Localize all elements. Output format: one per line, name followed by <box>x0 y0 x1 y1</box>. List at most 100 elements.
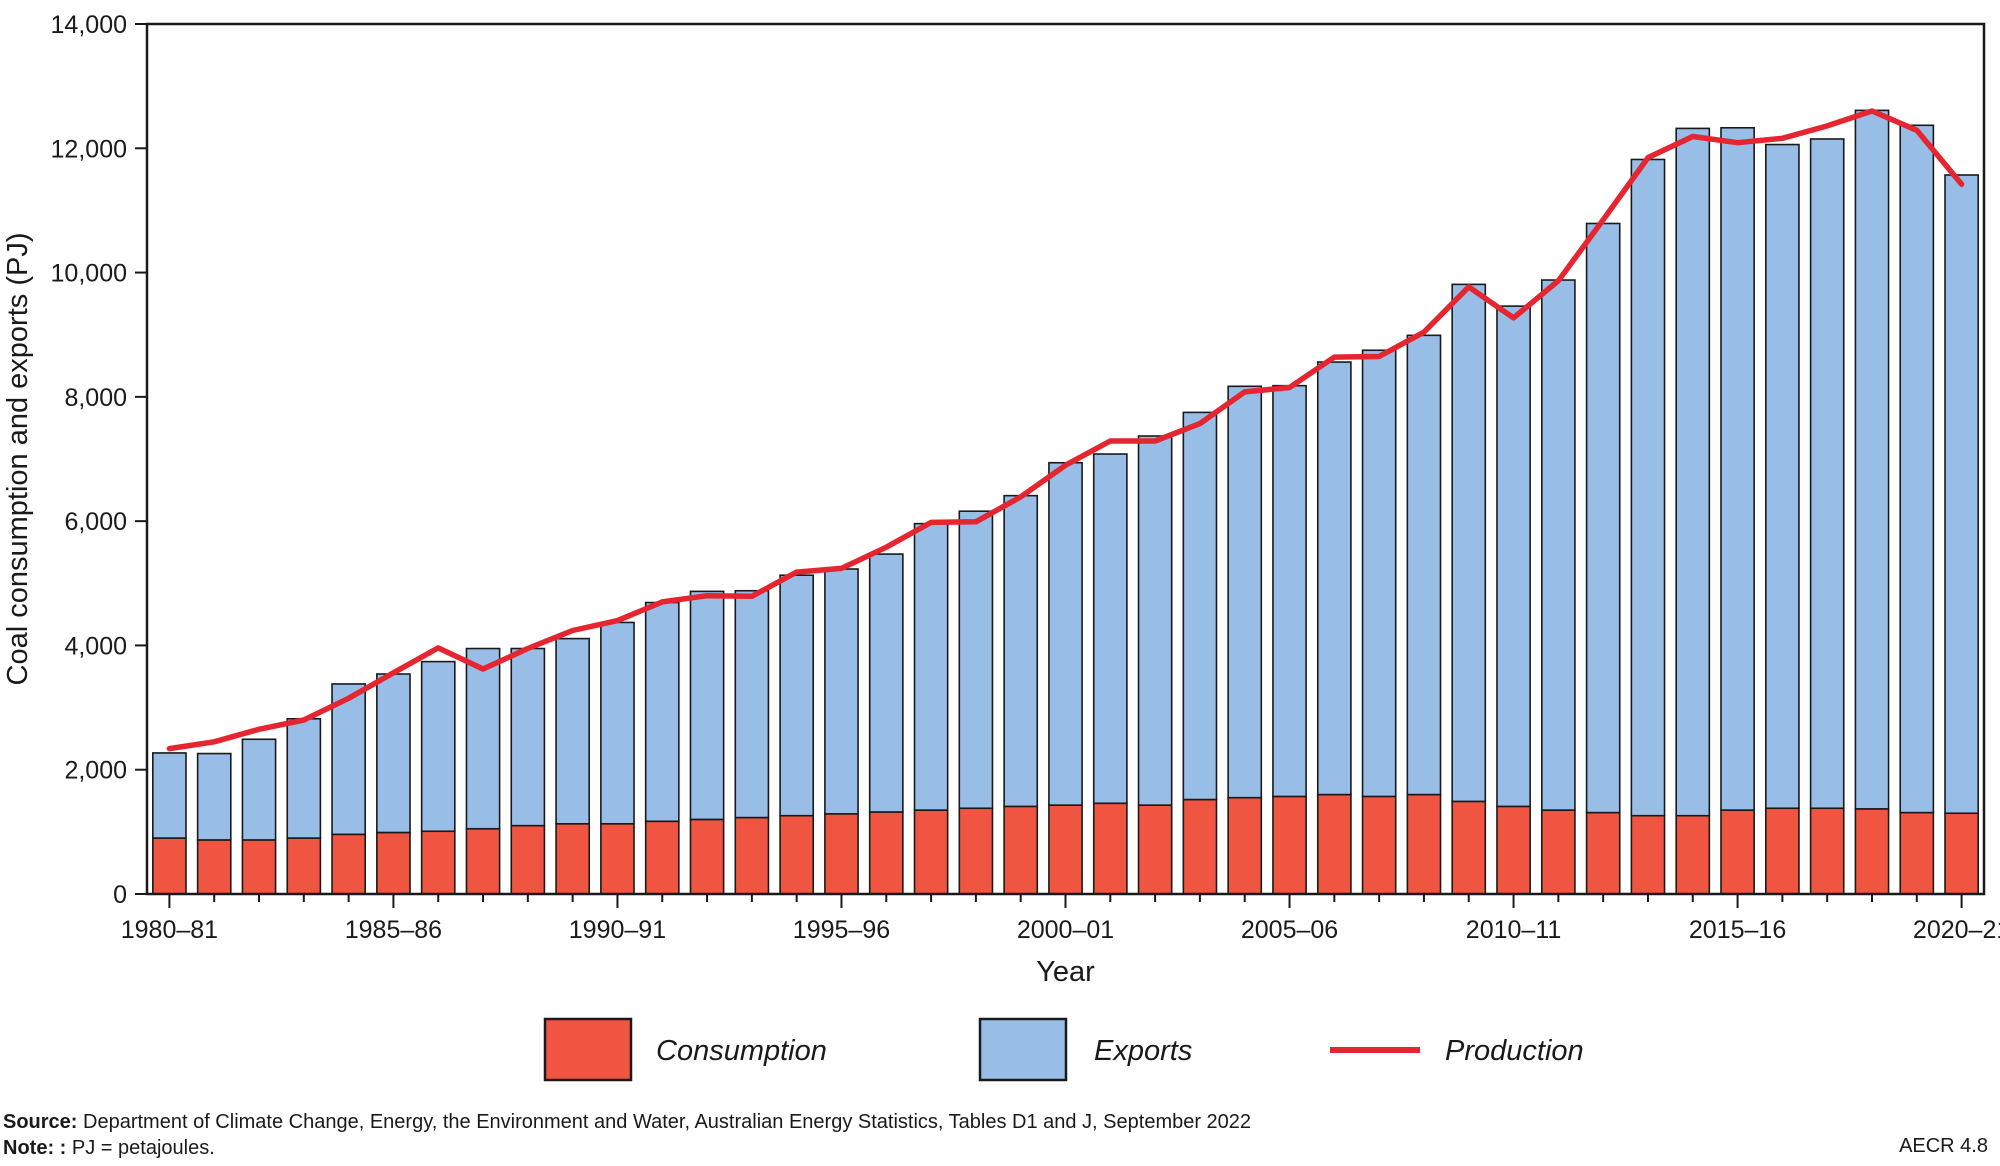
bar-exports <box>152 752 187 839</box>
bar-exports <box>1048 461 1083 806</box>
bar-consumption <box>1809 807 1845 895</box>
bar-exports <box>1540 279 1576 811</box>
x-tick-label: 1990–91 <box>569 916 666 944</box>
bar-consumption <box>1854 808 1890 895</box>
bar-exports <box>1092 453 1128 805</box>
bar-consumption <box>152 837 187 895</box>
bar-exports <box>824 568 859 815</box>
bar-consumption <box>376 831 411 895</box>
y-tick-label: 8,000 <box>64 384 127 412</box>
bar-consumption <box>1182 798 1218 895</box>
bar-consumption <box>1630 814 1666 895</box>
bar-exports <box>1765 143 1800 810</box>
bar-consumption <box>1137 804 1173 895</box>
bar-consumption <box>196 839 232 895</box>
bar-exports <box>644 601 680 823</box>
bar-exports <box>465 647 501 830</box>
bar-exports <box>734 589 770 819</box>
bar-exports <box>689 590 725 821</box>
y-tick-label: 0 <box>113 881 127 909</box>
bar-consumption <box>1451 800 1487 895</box>
bar-exports <box>1944 174 1979 815</box>
line-production <box>166 108 1965 752</box>
bar-consumption <box>868 811 904 895</box>
legend-production-label: Production <box>1445 1035 1584 1067</box>
y-tick-label: 14,000 <box>51 11 127 39</box>
source-text: Department of Climate Change, Energy, th… <box>77 1111 1252 1133</box>
bar-exports <box>1496 305 1531 808</box>
bar-exports <box>1316 361 1352 796</box>
bar-consumption <box>1720 809 1755 895</box>
bar-exports <box>376 673 411 834</box>
footnote: Note: : PJ = petajoules. <box>3 1136 215 1160</box>
bar-consumption <box>1272 795 1307 895</box>
figure-reference: AECR 4.8 <box>1899 1135 1988 1157</box>
y-tick-label: 4,000 <box>64 632 127 660</box>
bar-consumption <box>1227 796 1263 895</box>
plot-frame <box>145 22 1986 896</box>
bar-consumption <box>1406 793 1442 895</box>
bar-consumption <box>1361 795 1397 895</box>
bar-exports <box>1809 138 1845 810</box>
bar-consumption <box>331 833 366 895</box>
bar-exports <box>510 647 546 827</box>
bar-exports <box>1272 384 1307 798</box>
legend-consumption-swatch <box>543 1017 633 1082</box>
production-line-layer <box>166 108 1965 752</box>
bar-exports <box>1720 126 1755 811</box>
bar-consumption <box>1540 809 1576 895</box>
x-tick-label: 2005–06 <box>1241 916 1338 944</box>
bar-consumption <box>286 837 322 895</box>
bar-consumption <box>1496 805 1531 895</box>
bar-exports <box>868 553 904 813</box>
bar-exports <box>1451 283 1487 803</box>
bar-exports <box>1406 334 1442 796</box>
x-axis: 1980–81 1985–86 1990–91 1995–96 2000–01 2005–… <box>121 894 2000 944</box>
y-tick-label: 10,000 <box>51 260 127 288</box>
bar-exports <box>555 637 591 825</box>
x-axis-title: Year <box>1036 956 1095 988</box>
bar-consumption <box>1675 814 1711 895</box>
bar-consumption <box>241 839 277 895</box>
bar-exports <box>1854 109 1890 810</box>
x-tick-label: 2000–01 <box>1017 916 1114 944</box>
bar-exports <box>1137 435 1173 806</box>
bar-exports <box>331 683 366 836</box>
x-tick-label: 2015–16 <box>1689 916 1786 944</box>
bar-exports <box>1227 385 1263 799</box>
bar-consumption <box>779 814 815 895</box>
bar-exports <box>779 574 815 817</box>
bar-consumption <box>1316 793 1352 895</box>
bar-exports <box>1675 127 1711 817</box>
y-tick-label: 2,000 <box>64 757 127 785</box>
bar-consumption <box>1944 812 1979 895</box>
x-tick-label: 2010–11 <box>1466 916 1561 944</box>
x-tick-label: 1985–86 <box>345 916 442 944</box>
x-tick-label: 1995–96 <box>793 916 890 944</box>
bar-consumption <box>824 813 859 895</box>
legend-consumption-label: Consumption <box>656 1035 827 1067</box>
x-tick-label: 1980–81 <box>121 916 218 944</box>
bar-exports <box>913 522 949 811</box>
note-label: Note: : <box>3 1137 67 1159</box>
bar-consumption <box>958 807 994 895</box>
y-tick-label: 6,000 <box>64 508 127 536</box>
bar-exports <box>600 621 635 825</box>
legend: Consumption Exports Production <box>543 1017 1584 1082</box>
bar-exports <box>1361 349 1397 798</box>
bars-layer <box>152 109 1979 895</box>
bar-exports <box>1585 222 1621 814</box>
bar-exports <box>420 660 456 833</box>
legend-exports-label: Exports <box>1094 1035 1192 1067</box>
bar-exports <box>1182 411 1218 801</box>
x-tick-label: 2020–21 <box>1913 916 2000 944</box>
bar-consumption <box>1585 811 1621 895</box>
y-tick-label: 12,000 <box>51 135 127 163</box>
bar-consumption <box>1092 802 1128 895</box>
bar-consumption <box>1899 811 1935 895</box>
bar-exports <box>958 510 994 810</box>
bar-exports <box>1899 124 1935 814</box>
bar-consumption <box>734 816 770 895</box>
bar-exports <box>196 752 232 841</box>
